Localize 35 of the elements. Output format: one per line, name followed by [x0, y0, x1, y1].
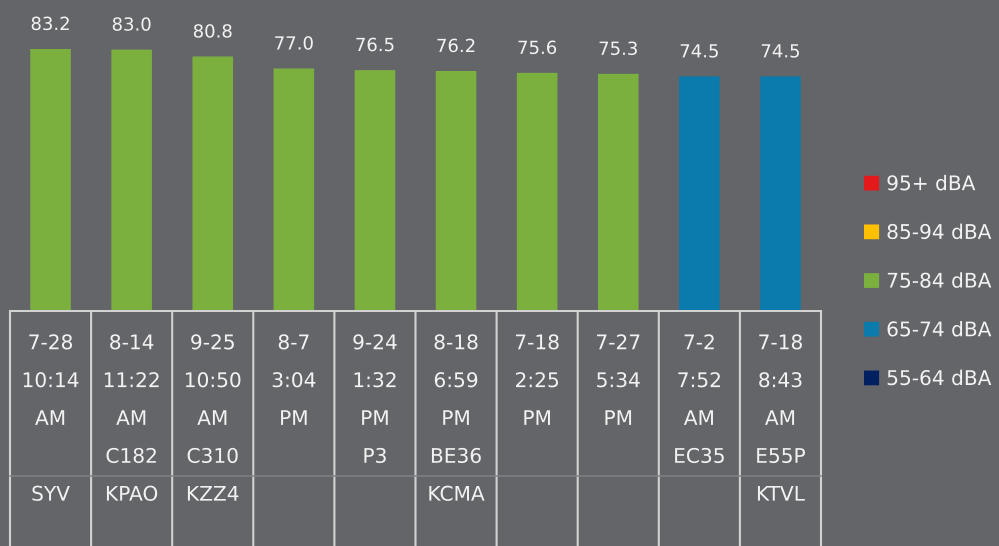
x-tick-label: 9-24 1:32 PM P3 [353, 334, 397, 464]
bar [354, 70, 396, 311]
category-label: 7-28 10:14 AM SYV [24, 334, 78, 501]
legend-label: 85-94 dBA [888, 224, 992, 240]
bar [30, 48, 71, 311]
data-label: 76.5 [356, 38, 394, 52]
legend-label: 65-74 dBA [888, 320, 992, 337]
bar [679, 76, 720, 311]
legend-label: 95+ dBA [887, 174, 976, 190]
data-label: 74.5 [680, 44, 718, 58]
data-label: 83.2 [32, 16, 69, 30]
bar [111, 50, 152, 311]
data-label: 75.6 [518, 40, 556, 54]
data-label: 75.3 [600, 41, 637, 56]
data-label: 76.2 [437, 38, 474, 52]
bar [274, 68, 314, 311]
x-tick-label: 7-2 7:52 AM EC35 [675, 334, 724, 464]
legend-label: 55-64 dBA [888, 370, 992, 386]
x-tick-label: 7-27 5:34 PM [597, 334, 640, 425]
bar [436, 71, 476, 311]
data-label: 74.5 [762, 44, 799, 58]
data-label: 80.8 [194, 24, 232, 38]
data-label: 77.0 [275, 36, 313, 50]
bar [192, 56, 234, 311]
bar [760, 76, 801, 311]
legend-label: 75-84 dBA [888, 272, 992, 288]
x-tick-label: 7-18 8:43 AM E55P KTVL [757, 334, 806, 501]
x-tick-label: 8-7 3:04 PM [272, 334, 316, 425]
x-tick-label: 9-25 10:50 AM C310 KZZ4 [186, 334, 240, 501]
bar [516, 72, 558, 311]
bar [598, 74, 639, 311]
x-tick-label: 8-18 6:59 PM BE36 KCMA [429, 334, 485, 501]
data-label: 83.0 [112, 17, 151, 31]
x-tick-label: 8-14 11:22 AM C182 KPAO [104, 334, 159, 501]
x-tick-label: 7-18 2:25 PM [516, 334, 559, 425]
